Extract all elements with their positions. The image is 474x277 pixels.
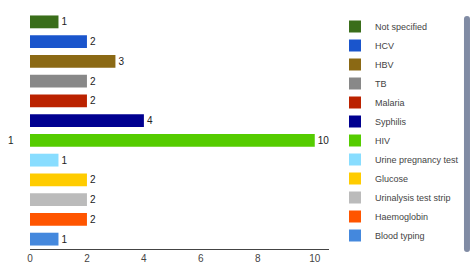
svg-text:2: 2 <box>90 76 96 87</box>
svg-text:TB: TB <box>375 79 387 89</box>
svg-text:Glucose: Glucose <box>375 174 408 184</box>
svg-text:Haemoglobin: Haemoglobin <box>375 212 428 222</box>
svg-text:1: 1 <box>61 155 67 166</box>
svg-text:1: 1 <box>61 16 67 27</box>
svg-text:6: 6 <box>198 253 204 264</box>
svg-text:2: 2 <box>90 36 96 47</box>
svg-text:Urinalysis test strip: Urinalysis test strip <box>375 193 451 203</box>
svg-text:4: 4 <box>141 253 147 264</box>
svg-text:HIV: HIV <box>375 136 390 146</box>
svg-text:2: 2 <box>90 194 96 205</box>
svg-text:Blood typing: Blood typing <box>375 231 425 241</box>
svg-text:1: 1 <box>8 135 14 146</box>
svg-text:2: 2 <box>90 214 96 225</box>
svg-text:2: 2 <box>90 174 96 185</box>
svg-text:Not specified: Not specified <box>375 22 427 32</box>
svg-text:2: 2 <box>90 95 96 106</box>
svg-text:8: 8 <box>255 253 261 264</box>
svg-text:Urine pregnancy test: Urine pregnancy test <box>375 155 459 165</box>
svg-text:HCV: HCV <box>375 41 394 51</box>
svg-text:Malaria: Malaria <box>375 98 405 108</box>
svg-text:0: 0 <box>27 253 33 264</box>
svg-text:4: 4 <box>147 115 153 126</box>
svg-text:1: 1 <box>61 234 67 245</box>
svg-text:2: 2 <box>84 253 90 264</box>
svg-text:10: 10 <box>309 253 321 264</box>
svg-text:Syphilis: Syphilis <box>375 117 407 127</box>
svg-text:10: 10 <box>318 135 330 146</box>
svg-text:3: 3 <box>118 56 124 67</box>
svg-text:HBV: HBV <box>375 60 394 70</box>
